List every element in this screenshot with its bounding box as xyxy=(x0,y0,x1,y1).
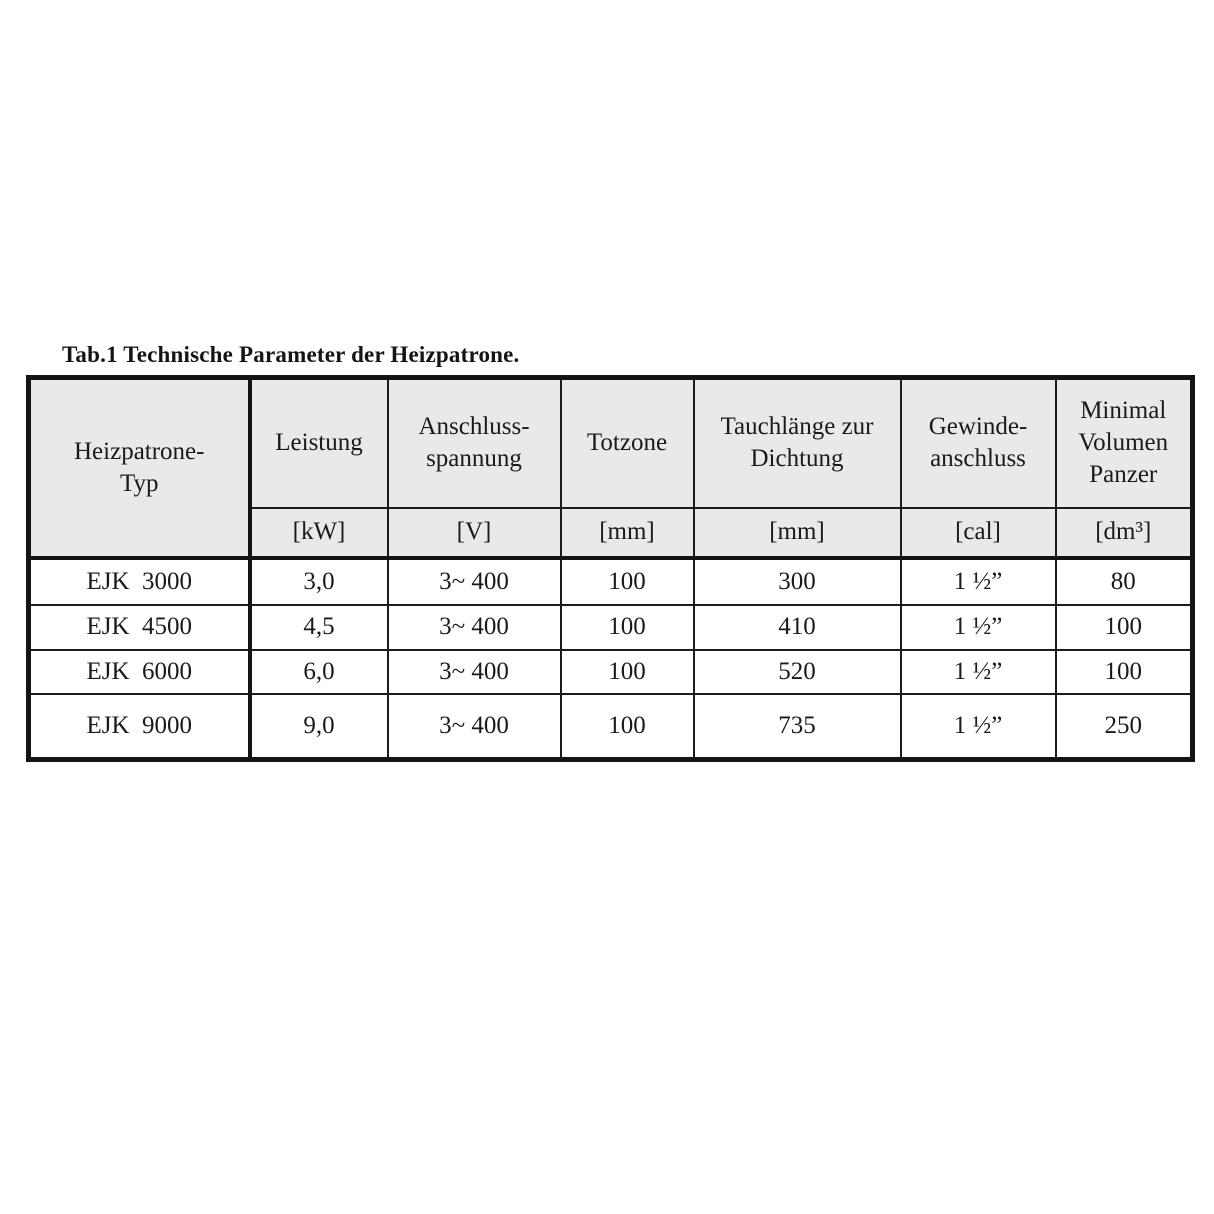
header-cell-minimal-volumen: Minimal Volumen Panzer xyxy=(1054,376,1194,509)
cell-volumen: 100 xyxy=(1054,603,1194,651)
header-cell-heizpatrone-typ: Heizpatrone- Typ xyxy=(27,376,252,560)
unit-cell-mm-tauchlaenge: [mm] xyxy=(692,506,902,560)
cell-totzone: 100 xyxy=(559,648,695,695)
cell-totzone: 100 xyxy=(559,603,695,651)
cell-gewinde: 1 ½” xyxy=(899,692,1057,761)
cell-leistung: 3,0 xyxy=(248,556,389,606)
cell-type: EJK 6000 xyxy=(27,648,252,695)
header-cell-totzone: Totzone xyxy=(559,376,695,509)
cell-gewinde: 1 ½” xyxy=(899,603,1057,651)
header-row-units: [kW] [V] [mm] [mm] [cal] [dm³] xyxy=(29,506,1194,560)
cell-spannung: 3~ 400 xyxy=(386,603,562,651)
cell-spannung: 3~ 400 xyxy=(386,692,562,761)
cell-tauchlaenge: 735 xyxy=(692,692,902,761)
unit-cell-dm3: [dm³] xyxy=(1054,506,1194,560)
header-cell-leistung: Leistung xyxy=(248,376,389,509)
table-row-ejk-3000: EJK 3000 3,0 3~ 400 100 300 1 ½” 80 xyxy=(27,556,1194,606)
header-cell-tauchlaenge: Tauchlänge zur Dichtung xyxy=(692,376,902,509)
cell-tauchlaenge: 520 xyxy=(692,648,902,695)
cell-volumen: 100 xyxy=(1054,648,1194,695)
table-row-ejk-4500: EJK 4500 4,5 3~ 400 100 410 1 ½” 100 xyxy=(27,603,1194,651)
cell-totzone: 100 xyxy=(559,556,695,606)
header-cell-anschlussspannung: Anschluss- spannung xyxy=(386,376,562,509)
cell-tauchlaenge: 300 xyxy=(692,556,902,606)
cell-spannung: 3~ 400 xyxy=(386,648,562,695)
cell-leistung: 9,0 xyxy=(248,692,389,761)
cell-gewinde: 1 ½” xyxy=(899,648,1057,695)
cell-spannung: 3~ 400 xyxy=(386,556,562,606)
cell-volumen: 250 xyxy=(1054,692,1194,761)
cell-type: EJK 4500 xyxy=(27,603,252,651)
cell-leistung: 6,0 xyxy=(248,648,389,695)
table-row-ejk-9000: EJK 9000 9,0 3~ 400 100 735 1 ½” 250 xyxy=(27,692,1194,761)
cell-tauchlaenge: 410 xyxy=(692,603,902,651)
cell-volumen: 80 xyxy=(1054,556,1194,606)
table-row-ejk-6000: EJK 6000 6,0 3~ 400 100 520 1 ½” 100 xyxy=(27,648,1194,695)
header-row-labels: Heizpatrone- Typ Leistung Anschluss- spa… xyxy=(27,376,1194,560)
cell-leistung: 4,5 xyxy=(248,603,389,651)
header-cell-gewindeanschluss: Gewinde- anschluss xyxy=(899,376,1057,509)
unit-cell-cal: [cal] xyxy=(899,506,1057,560)
cell-totzone: 100 xyxy=(559,692,695,761)
cell-type: EJK 3000 xyxy=(27,556,252,606)
unit-cell-kw: [kW] xyxy=(248,506,389,560)
cell-gewinde: 1 ½” xyxy=(899,556,1057,606)
unit-cell-v: [V] xyxy=(386,506,562,560)
unit-cell-mm-totzone: [mm] xyxy=(559,506,695,560)
parameter-table: Heizpatrone- Typ Leistung Anschluss- spa… xyxy=(26,375,1195,762)
cell-type: EJK 9000 xyxy=(27,692,252,761)
table-caption: Tab.1 Technische Parameter der Heizpatro… xyxy=(62,342,520,367)
